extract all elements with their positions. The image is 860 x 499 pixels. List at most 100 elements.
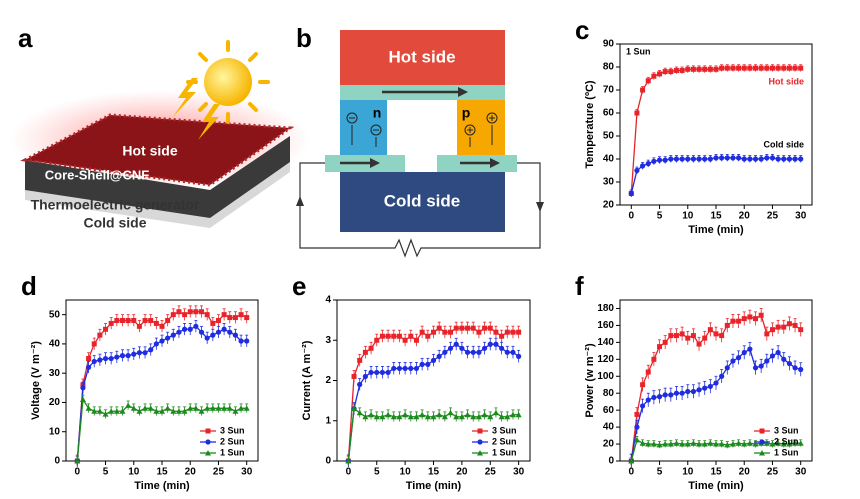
x-tick-label: 5 xyxy=(374,467,380,478)
x-tick-label: 10 xyxy=(400,467,412,478)
marker xyxy=(735,440,742,446)
marker xyxy=(764,155,770,161)
arrow-head xyxy=(296,196,304,206)
marker xyxy=(747,314,753,320)
marker xyxy=(769,353,776,359)
y-tick-label: 0 xyxy=(608,456,614,467)
cold-side-label: Cold side xyxy=(83,215,146,231)
legend-marker xyxy=(205,428,211,434)
marker xyxy=(673,156,680,162)
legend-label: 2 Sun xyxy=(492,436,517,446)
marker xyxy=(645,161,651,167)
marker xyxy=(730,318,736,324)
marker xyxy=(730,65,736,71)
x-tick-label: 20 xyxy=(739,211,751,222)
marker xyxy=(453,341,459,347)
marker xyxy=(373,413,380,420)
marker xyxy=(85,405,92,411)
marker xyxy=(198,408,205,414)
marker xyxy=(516,353,522,359)
y-tick-label: 4 xyxy=(325,295,331,306)
marker xyxy=(639,163,646,169)
marker xyxy=(696,156,702,162)
marker xyxy=(684,441,691,447)
x-tick-label: 5 xyxy=(103,467,109,478)
marker xyxy=(719,373,725,379)
y-tick-label: 90 xyxy=(603,39,615,50)
marker xyxy=(763,440,770,446)
marker xyxy=(97,357,103,363)
marker xyxy=(679,390,685,396)
panel-letter: e xyxy=(292,271,306,301)
marker xyxy=(724,365,730,371)
marker xyxy=(91,358,97,365)
hot-block xyxy=(340,30,505,85)
marker xyxy=(798,65,804,71)
marker xyxy=(747,156,753,162)
marker xyxy=(747,65,753,71)
marker xyxy=(482,325,488,331)
marker xyxy=(798,366,804,373)
y-tick-label: 10 xyxy=(49,426,61,437)
marker xyxy=(379,369,386,376)
marker xyxy=(419,361,425,367)
marker xyxy=(736,65,742,71)
marker xyxy=(193,323,199,329)
marker xyxy=(786,65,792,71)
y-tick-label: 60 xyxy=(603,405,615,416)
marker xyxy=(215,329,222,335)
marker xyxy=(702,335,708,341)
y-axis-label: Temperature (ºC) xyxy=(584,80,596,168)
x-tick-label: 30 xyxy=(795,467,807,478)
marker xyxy=(436,353,442,359)
marker xyxy=(221,405,228,411)
marker xyxy=(730,155,736,161)
marker xyxy=(781,65,787,71)
marker xyxy=(724,441,731,448)
marker xyxy=(713,66,719,72)
marker xyxy=(673,440,680,446)
marker xyxy=(487,341,493,347)
marker xyxy=(719,333,725,339)
marker xyxy=(780,441,787,447)
marker xyxy=(96,408,103,414)
x-tick-label: 15 xyxy=(710,211,722,222)
marker xyxy=(657,71,663,77)
marker xyxy=(769,65,775,71)
marker xyxy=(102,355,109,362)
marker xyxy=(204,335,210,341)
marker xyxy=(781,156,787,162)
marker xyxy=(764,65,770,71)
marker xyxy=(775,440,782,446)
marker xyxy=(464,349,471,355)
marker xyxy=(764,331,770,337)
marker xyxy=(108,408,115,414)
marker xyxy=(781,324,787,330)
marker xyxy=(170,312,176,318)
x-tick-label: 10 xyxy=(682,211,694,222)
marker xyxy=(640,382,646,388)
marker xyxy=(368,369,374,376)
marker xyxy=(753,316,759,322)
legend-marker xyxy=(759,439,765,445)
marker xyxy=(696,441,703,447)
chart: d 0 5 10 15 20 25 30 0 10 20 30 40 50 Time (min) Voltag… xyxy=(21,271,259,492)
marker xyxy=(510,329,516,335)
marker xyxy=(679,441,686,447)
marker xyxy=(187,326,193,332)
marker xyxy=(391,333,397,339)
bolt xyxy=(198,104,220,140)
marker xyxy=(685,388,691,395)
marker xyxy=(504,329,510,335)
x-tick-label: 10 xyxy=(682,467,694,478)
p-label: p xyxy=(462,105,471,121)
marker xyxy=(447,345,454,351)
marker xyxy=(362,349,368,355)
marker xyxy=(238,405,245,411)
marker xyxy=(634,167,640,174)
marker xyxy=(668,392,674,398)
x-tick-label: 20 xyxy=(185,467,197,478)
layer-label: Core-Shell@CNF xyxy=(45,167,149,182)
marker xyxy=(374,369,380,376)
marker xyxy=(769,441,776,447)
